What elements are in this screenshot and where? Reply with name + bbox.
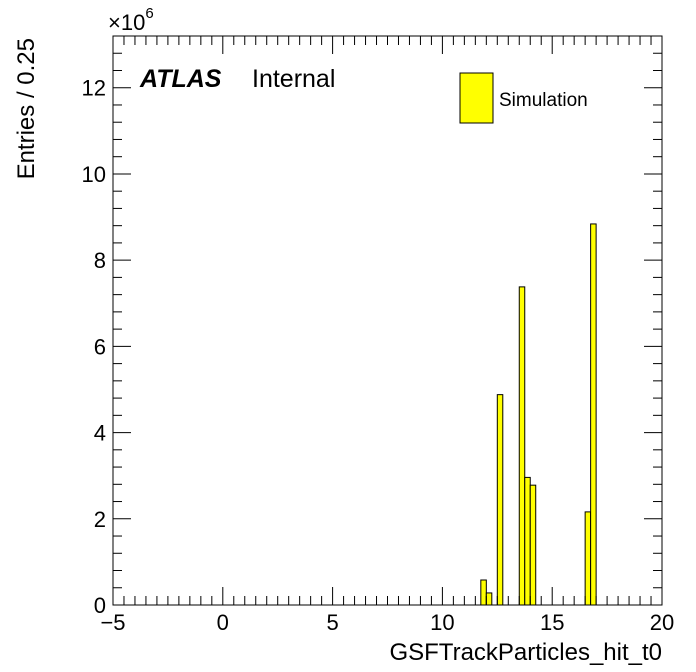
- histogram-bar: [584, 511, 592, 606]
- x-tick-label: −5: [100, 610, 125, 635]
- y-exponent-base: ×10: [108, 10, 145, 35]
- y-exponent-power: 6: [145, 5, 153, 22]
- atlas-status-label: Internal: [252, 65, 335, 93]
- histogram-bar: [480, 579, 487, 606]
- x-axis-ticks: [112, 36, 663, 605]
- histogram-bar: [524, 476, 531, 606]
- legend-swatch-simulation: [459, 72, 494, 124]
- legend: Simulation: [459, 72, 588, 124]
- y-tick-label: 6: [94, 334, 106, 359]
- y-axis-title: Entries / 0.25: [13, 38, 40, 179]
- histogram-bar: [518, 286, 526, 606]
- x-tick-label: 5: [326, 610, 338, 635]
- y-tick-label: 12: [82, 76, 106, 101]
- y-tick-label: 0: [94, 593, 106, 618]
- atlas-label: ATLAS: [139, 65, 222, 93]
- y-tick-label: 2: [94, 507, 106, 532]
- x-tick-label: 20: [650, 610, 674, 635]
- x-tick-label: 10: [430, 610, 454, 635]
- histogram-bar: [485, 592, 493, 606]
- x-tick-label: 0: [217, 610, 229, 635]
- y-tick-label: 4: [94, 421, 106, 446]
- legend-label-simulation: Simulation: [499, 90, 588, 111]
- y-tick-label: 10: [82, 162, 106, 187]
- y-axis-tick-labels: 0 2 4 6 8 10 12: [82, 76, 106, 618]
- histogram-bar: [590, 223, 597, 606]
- histogram-bar: [529, 484, 537, 606]
- y-axis-ticks: [113, 35, 662, 606]
- y-axis-exponent: ×106: [108, 5, 154, 35]
- plot-frame: [112, 35, 663, 606]
- x-axis-title: GSFTrackParticles_hit_t0: [389, 639, 662, 666]
- x-axis-tick-labels: −5 0 5 10 15 20: [100, 610, 674, 635]
- histogram-bars: [480, 223, 597, 606]
- x-tick-label: 15: [540, 610, 564, 635]
- y-tick-label: 8: [94, 248, 106, 273]
- histogram-bar: [496, 394, 504, 606]
